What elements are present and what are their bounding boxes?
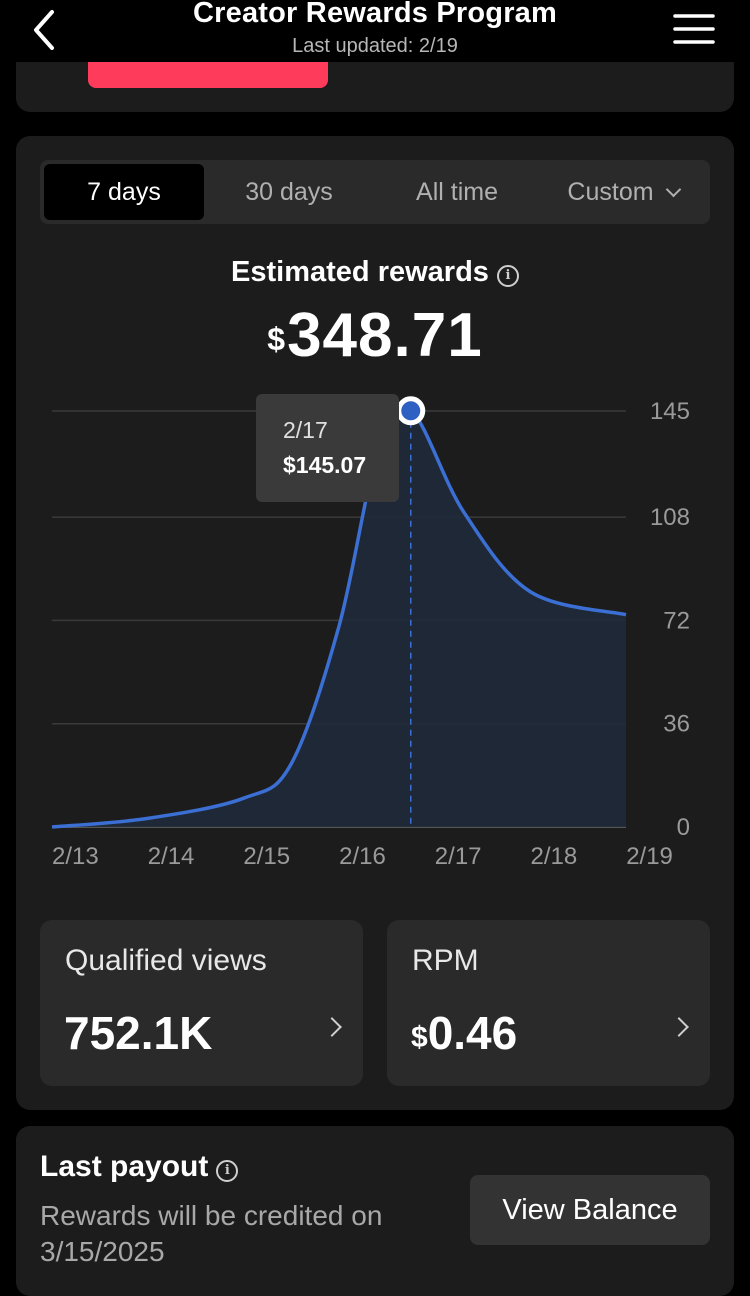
chevron-down-icon — [665, 181, 681, 198]
tooltip-date: 2/17 — [283, 417, 328, 443]
x-tick-label: 2/19 — [626, 843, 673, 870]
x-tick-label: 2/14 — [148, 843, 195, 870]
tab-label: Custom — [567, 178, 654, 206]
stat-label: Qualified views — [65, 944, 267, 977]
info-icon[interactable]: i — [496, 265, 519, 287]
y-tick-label: 108 — [650, 504, 690, 531]
chevron-left-icon — [34, 10, 54, 50]
qualified-views-card[interactable]: Qualified views 752.1K — [40, 920, 363, 1086]
chart-tooltip: 2/17 $145.07 — [256, 394, 399, 502]
x-tick-label: 2/17 — [435, 843, 482, 870]
rewards-amount: 348.71 — [287, 301, 483, 370]
chart-area-fill — [52, 410, 626, 827]
stat-amount: 752.1K — [64, 1007, 213, 1059]
stat-value: 752.1K — [64, 1006, 212, 1060]
app-header: Creator Rewards Program Last updated: 2/… — [0, 0, 750, 72]
rpm-card[interactable]: RPM $0.46 — [387, 920, 710, 1086]
primary-action-button[interactable] — [88, 62, 328, 88]
y-axis-ticks: 0 36 72 108 145 — [650, 398, 690, 841]
estimated-rewards-heading: Estimated rewards i — [0, 256, 750, 289]
last-payout-label: Last payout — [40, 1150, 209, 1183]
x-tick-label: 2/16 — [339, 843, 386, 870]
tooltip-value: $145.07 — [283, 452, 366, 478]
back-button[interactable] — [24, 6, 68, 50]
estimated-rewards-value: $348.71 — [0, 300, 750, 371]
tooltip-box — [256, 394, 399, 502]
tab-label: 30 days — [245, 178, 333, 206]
y-tick-label: 0 — [677, 814, 690, 841]
hamburger-menu-icon — [673, 14, 715, 44]
x-axis-ticks: 2/13 2/14 2/15 2/16 2/17 2/18 2/19 — [52, 843, 673, 870]
tab-7-days[interactable]: 7 days — [44, 164, 204, 220]
stat-amount: 0.46 — [427, 1007, 518, 1059]
currency-symbol: $ — [267, 321, 286, 357]
y-tick-label: 145 — [650, 398, 690, 425]
view-balance-button[interactable]: View Balance — [470, 1175, 710, 1245]
tab-label: 7 days — [87, 178, 161, 206]
tab-30-days[interactable]: 30 days — [206, 164, 372, 220]
tab-label: All time — [416, 178, 498, 206]
y-tick-label: 72 — [663, 607, 690, 634]
period-tabs: 7 days 30 days All time Custom — [40, 160, 710, 224]
y-tick-label: 36 — [663, 711, 690, 738]
x-tick-label: 2/13 — [52, 843, 99, 870]
stat-label: RPM — [412, 944, 479, 977]
rewards-chart[interactable]: 0 36 72 108 145 2/13 2/14 2/15 2/16 2/17 2/18 2/19… — [0, 380, 750, 880]
tab-custom[interactable]: Custom — [540, 164, 706, 220]
currency-symbol: $ — [411, 1021, 428, 1054]
chevron-right-icon — [322, 1017, 342, 1037]
chart-series-line — [51, 408, 627, 829]
chevron-right-icon — [669, 1017, 689, 1037]
last-payout-heading: Last payout i — [40, 1150, 239, 1184]
x-tick-label: 2/15 — [243, 843, 290, 870]
tab-all-time[interactable]: All time — [374, 164, 540, 220]
stat-value: $0.46 — [411, 1006, 517, 1060]
menu-button[interactable] — [672, 10, 716, 50]
estimated-rewards-label: Estimated rewards — [231, 256, 489, 288]
info-icon[interactable]: i — [216, 1160, 239, 1182]
highlight-point[interactable] — [396, 396, 426, 426]
payout-description: Rewards will be credited on 3/15/2025 — [40, 1200, 383, 1267]
x-tick-label: 2/18 — [531, 843, 578, 870]
page-title: Creator Rewards Program — [193, 0, 557, 29]
last-updated-text: Last updated: 2/19 — [292, 35, 458, 57]
